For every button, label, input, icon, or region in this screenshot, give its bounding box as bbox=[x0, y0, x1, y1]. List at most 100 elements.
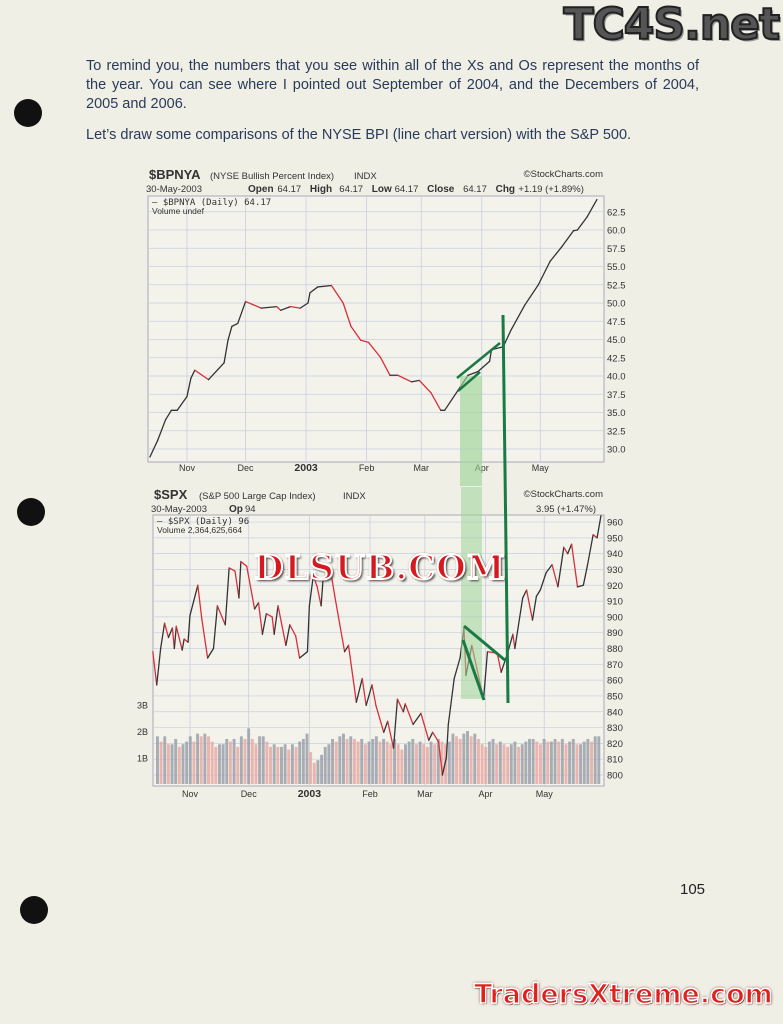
price-line-segment bbox=[309, 286, 319, 294]
volume-bar bbox=[360, 738, 364, 784]
ohlc-label: Chg bbox=[496, 184, 515, 195]
legend-volume: Volume undef bbox=[152, 206, 205, 216]
ohlc-label: Op bbox=[229, 504, 243, 515]
plot-area bbox=[147, 195, 605, 463]
volume-bar bbox=[571, 738, 575, 784]
volume-bar bbox=[352, 738, 356, 784]
price-line-segment bbox=[404, 703, 414, 726]
x-tick-label: May bbox=[536, 789, 554, 799]
y-tick-label: 810 bbox=[607, 755, 623, 766]
price-line-segment bbox=[522, 589, 528, 599]
volume-bar bbox=[254, 744, 258, 784]
volume-bar bbox=[466, 731, 469, 784]
y-tick-label: 30.0 bbox=[607, 445, 626, 456]
price-line-segment bbox=[261, 613, 267, 635]
trendline-annotation bbox=[457, 371, 481, 392]
price-line-segment bbox=[343, 644, 350, 653]
volume-bar bbox=[553, 738, 557, 784]
x-tick-label: Mar bbox=[413, 463, 429, 473]
price-line-segment bbox=[510, 304, 526, 331]
volume-bar bbox=[389, 744, 393, 784]
price-line-segment bbox=[355, 677, 363, 703]
x-tick-label: May bbox=[532, 463, 550, 473]
ohlc-value: 64.17 bbox=[277, 184, 301, 195]
price-line-segment bbox=[525, 589, 534, 621]
volume-bar bbox=[462, 733, 466, 784]
y-tick-label: 50.0 bbox=[607, 299, 626, 310]
price-line-segment bbox=[350, 325, 362, 341]
price-line-segment bbox=[412, 712, 422, 726]
price-line-segment bbox=[549, 246, 563, 263]
price-line-segment bbox=[207, 362, 225, 381]
volume-bar bbox=[269, 746, 272, 784]
price-line-segment bbox=[453, 657, 461, 680]
price-line-segment bbox=[432, 731, 440, 743]
volume-bar bbox=[203, 733, 207, 784]
price-line-segment bbox=[234, 570, 240, 599]
chart-symbol: $SPX bbox=[154, 487, 188, 502]
volume-bar bbox=[301, 738, 305, 784]
y-tick-label: 870 bbox=[607, 660, 623, 671]
binder-hole bbox=[17, 498, 45, 526]
y-tick-label: 850 bbox=[607, 691, 623, 702]
volume-tick-label: 1B bbox=[137, 754, 148, 764]
y-tick-label: 910 bbox=[607, 597, 623, 608]
volume-bar bbox=[393, 738, 397, 784]
volume-bar bbox=[290, 744, 294, 784]
volume-bar bbox=[411, 738, 415, 784]
x-tick-label: Nov bbox=[182, 789, 199, 799]
volume-bar bbox=[491, 738, 495, 784]
volume-bar bbox=[524, 741, 528, 784]
ohlc-value: 64.17 bbox=[463, 184, 487, 195]
price-line-segment bbox=[531, 595, 538, 621]
volume-bar bbox=[305, 733, 309, 784]
price-line-segment bbox=[430, 392, 442, 411]
price-line-segment bbox=[320, 578, 324, 607]
price-line-segment bbox=[316, 586, 322, 607]
volume-bar bbox=[265, 741, 269, 784]
ohlc-label: Close bbox=[427, 184, 455, 195]
volume-bar bbox=[174, 738, 178, 784]
volume-bar bbox=[538, 744, 542, 784]
volume-bar bbox=[192, 741, 196, 784]
volume-bar bbox=[433, 744, 437, 784]
volume-bar bbox=[385, 741, 389, 784]
price-line-segment bbox=[428, 731, 434, 741]
price-line-segment bbox=[265, 613, 273, 618]
volume-bar bbox=[498, 741, 502, 784]
volume-bar bbox=[564, 744, 568, 784]
volume-bar bbox=[517, 746, 521, 784]
chart-date: 30-May-2003 bbox=[146, 184, 202, 195]
price-line-segment bbox=[238, 560, 242, 599]
chart-name: (NYSE Bullish Percent Index) bbox=[210, 171, 334, 182]
price-line-segment bbox=[596, 515, 602, 539]
volume-bar bbox=[451, 733, 455, 784]
y-tick-label: 830 bbox=[607, 723, 623, 734]
y-tick-label: 45.0 bbox=[607, 335, 626, 346]
volume-bar bbox=[425, 746, 429, 784]
volume-bar bbox=[342, 733, 345, 784]
volume-bar bbox=[196, 733, 200, 784]
volume-bar bbox=[557, 741, 561, 784]
watermark-logo-tradersxtreme: TradersXtreme.com bbox=[473, 978, 773, 1011]
y-tick-label: 900 bbox=[607, 612, 623, 623]
price-line-segment bbox=[330, 284, 344, 304]
binder-hole bbox=[14, 99, 42, 127]
volume-bar bbox=[440, 741, 444, 784]
price-line-segment bbox=[365, 684, 373, 707]
price-line-segment bbox=[201, 617, 209, 659]
volume-bar bbox=[280, 746, 283, 784]
volume-bar bbox=[458, 738, 462, 784]
y-tick-label: 820 bbox=[607, 739, 623, 750]
price-line-segment bbox=[392, 698, 399, 749]
price-line-segment bbox=[157, 419, 167, 441]
volume-bar bbox=[159, 741, 163, 784]
x-tick-label: Apr bbox=[478, 789, 492, 799]
chart-date: 30-May-2003 bbox=[151, 504, 207, 515]
volume-bar bbox=[166, 744, 170, 784]
volume-bar bbox=[422, 744, 426, 784]
volume-bar bbox=[418, 741, 422, 784]
volume-bar bbox=[506, 746, 510, 784]
volume-bar bbox=[582, 741, 586, 784]
